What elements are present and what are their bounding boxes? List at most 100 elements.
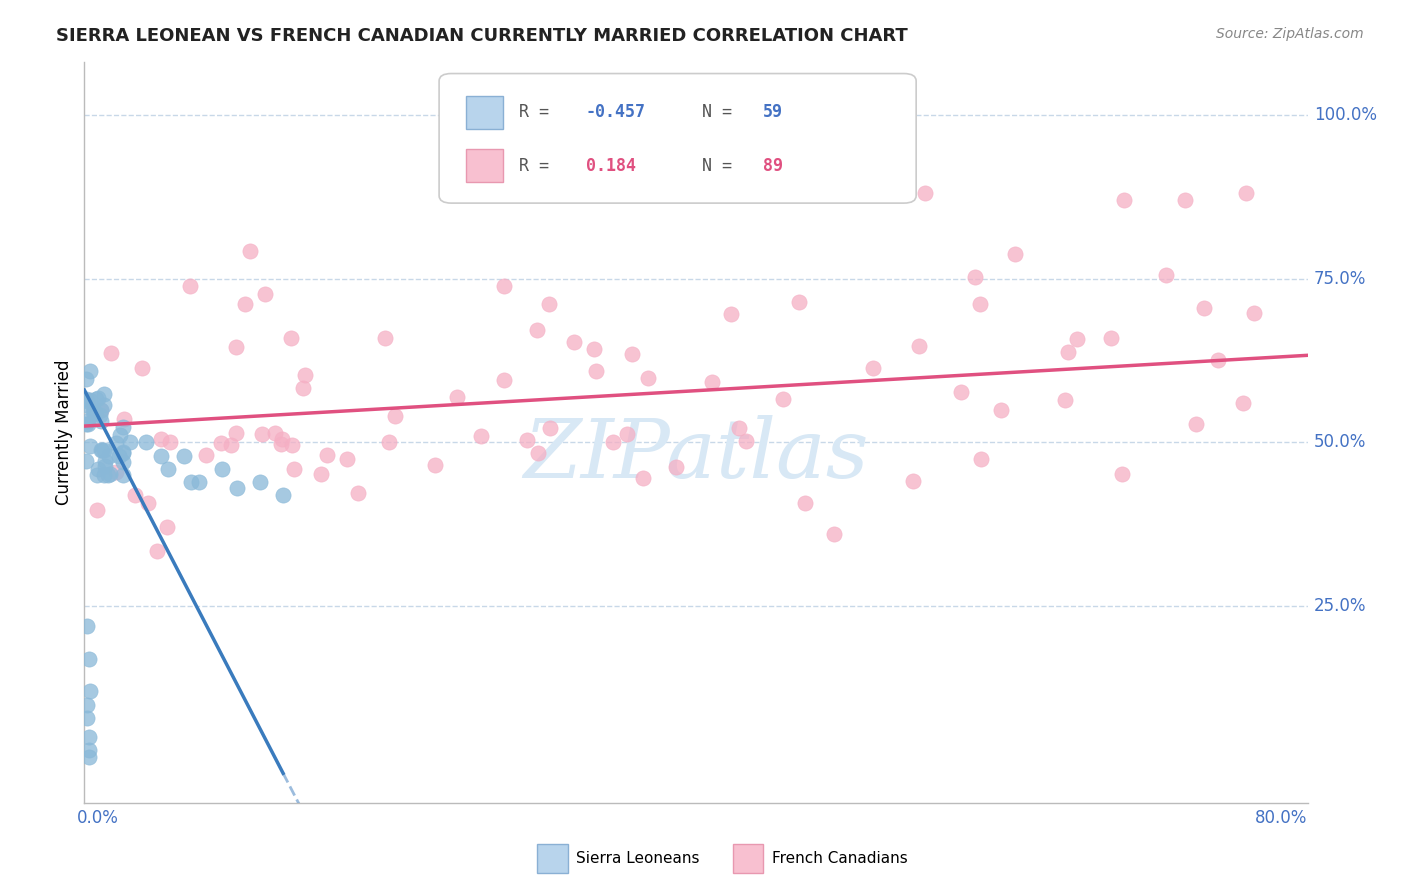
- Point: [1236, 186, 1258, 201]
- Point: [79, 393, 101, 408]
- Text: Source: ZipAtlas.com: Source: ZipAtlas.com: [1216, 27, 1364, 41]
- Point: [86, 502, 108, 516]
- Point: [384, 409, 406, 424]
- Point: [188, 475, 211, 489]
- Point: [89, 408, 111, 422]
- Point: [124, 488, 146, 502]
- Point: [582, 342, 605, 356]
- Text: Sierra Leoneans: Sierra Leoneans: [576, 851, 700, 866]
- Point: [969, 297, 991, 311]
- Text: R =: R =: [519, 157, 558, 175]
- Point: [93, 443, 115, 458]
- Point: [149, 449, 172, 463]
- Point: [226, 481, 249, 495]
- Point: [90, 443, 112, 458]
- Text: N =: N =: [702, 103, 742, 121]
- Point: [949, 384, 972, 399]
- Point: [538, 421, 561, 435]
- Point: [112, 412, 135, 426]
- Point: [264, 425, 287, 440]
- Point: [621, 347, 644, 361]
- Point: [787, 294, 810, 309]
- Text: 59: 59: [763, 103, 783, 121]
- Text: N =: N =: [702, 157, 742, 175]
- Point: [283, 462, 305, 476]
- Point: [309, 467, 332, 482]
- Point: [1184, 417, 1206, 431]
- Point: [1206, 353, 1229, 368]
- Point: [494, 279, 516, 293]
- Point: [180, 475, 202, 489]
- Point: [631, 471, 654, 485]
- Point: [94, 453, 117, 467]
- Point: [1232, 396, 1254, 410]
- Point: [104, 436, 127, 450]
- Text: R =: R =: [519, 103, 558, 121]
- Point: [1154, 268, 1177, 282]
- Text: SIERRA LEONEAN VS FRENCH CANADIAN CURRENTLY MARRIED CORRELATION CHART: SIERRA LEONEAN VS FRENCH CANADIAN CURREN…: [56, 27, 908, 45]
- Point: [637, 370, 659, 384]
- Point: [291, 381, 314, 395]
- Point: [252, 426, 274, 441]
- Point: [173, 449, 195, 463]
- Point: [90, 443, 112, 458]
- Point: [772, 392, 794, 406]
- Point: [76, 619, 98, 633]
- Point: [1056, 344, 1078, 359]
- Point: [336, 452, 359, 467]
- Point: [249, 475, 271, 489]
- Point: [83, 404, 105, 418]
- Point: [111, 420, 134, 434]
- Point: [1111, 467, 1133, 482]
- Bar: [537, 844, 568, 873]
- Point: [446, 390, 468, 404]
- Point: [1243, 306, 1265, 320]
- Point: [100, 346, 122, 360]
- Text: 89: 89: [763, 157, 783, 175]
- Point: [75, 372, 97, 386]
- Point: [136, 496, 159, 510]
- Point: [271, 432, 294, 446]
- Point: [120, 435, 142, 450]
- Point: [211, 461, 233, 475]
- Point: [347, 486, 370, 500]
- Point: [585, 364, 607, 378]
- Point: [526, 323, 548, 337]
- Point: [239, 244, 262, 258]
- Point: [1372, 390, 1395, 404]
- Point: [225, 340, 247, 354]
- Point: [1099, 331, 1122, 345]
- Point: [254, 286, 277, 301]
- Point: [727, 421, 749, 435]
- Point: [794, 496, 817, 510]
- Point: [87, 462, 110, 476]
- Point: [823, 527, 845, 541]
- Point: [700, 375, 723, 389]
- Point: [108, 428, 131, 442]
- Text: French Canadians: French Canadians: [772, 851, 907, 866]
- Point: [157, 461, 180, 475]
- Point: [470, 428, 492, 442]
- Point: [76, 711, 98, 725]
- Point: [77, 651, 100, 665]
- Text: -0.457: -0.457: [586, 103, 645, 121]
- Text: 0.184: 0.184: [586, 157, 636, 175]
- Point: [93, 468, 115, 483]
- Bar: [733, 844, 763, 873]
- Point: [963, 270, 986, 285]
- Point: [104, 465, 127, 479]
- Point: [146, 544, 169, 558]
- Point: [970, 451, 993, 466]
- Point: [516, 433, 538, 447]
- Point: [87, 391, 110, 405]
- Point: [94, 458, 117, 473]
- Y-axis label: Currently Married: Currently Married: [55, 359, 73, 506]
- Point: [150, 432, 173, 446]
- Point: [179, 278, 201, 293]
- Point: [316, 448, 339, 462]
- Point: [990, 403, 1012, 417]
- Point: [97, 468, 120, 483]
- Point: [83, 406, 105, 420]
- Point: [111, 445, 134, 459]
- Point: [82, 405, 104, 419]
